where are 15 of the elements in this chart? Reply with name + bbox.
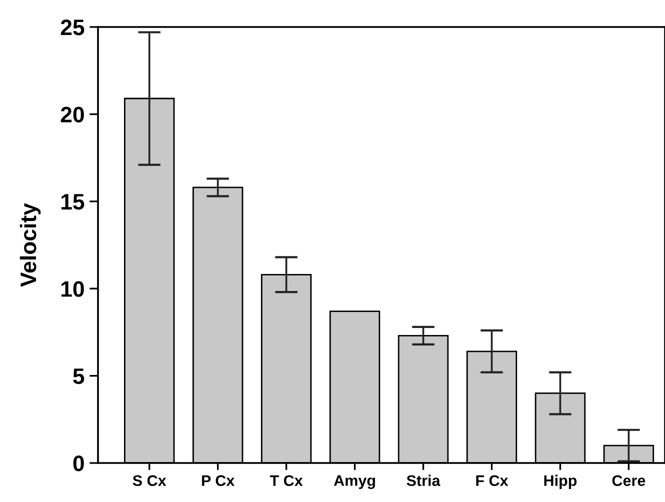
x-tick-label: Cere [612, 475, 646, 486]
x-tick-label: Amyg [334, 475, 375, 490]
x-tick-label: S Cx [132, 475, 166, 486]
y-tick-label: 10 [61, 281, 84, 297]
x-tick-label: Hipp [544, 474, 577, 490]
x-tick-label: T Cx [270, 475, 303, 486]
y-tick-label: 15 [61, 194, 84, 210]
x-tick-label: Stria [406, 474, 440, 486]
y-tick-label: 5 [73, 368, 84, 384]
y-tick-label: 25 [60, 20, 84, 36]
y-axis-title: Velocity [20, 203, 41, 287]
y-tick-label: 0 [73, 456, 84, 472]
x-tick-label: P Cx [202, 475, 235, 486]
x-tick-label: F Cx [476, 475, 508, 486]
y-tick-label: 20 [60, 106, 84, 122]
